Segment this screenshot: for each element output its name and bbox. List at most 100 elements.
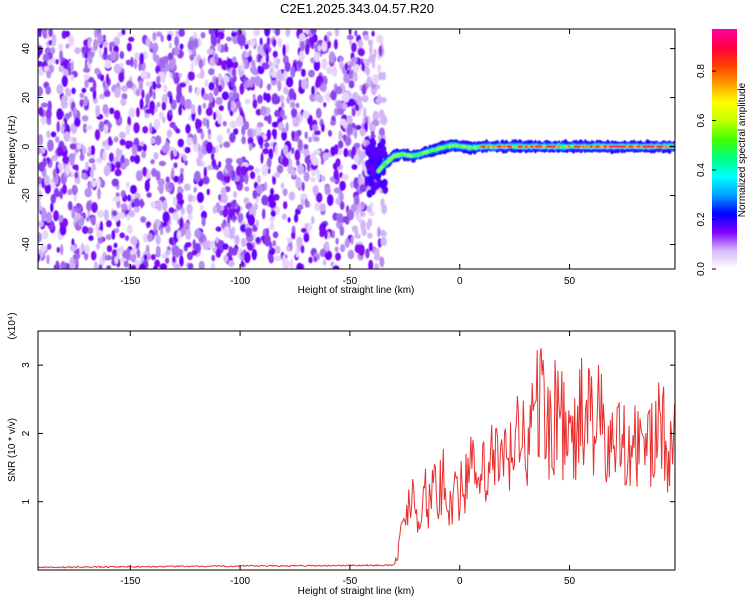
noise-speckle	[343, 148, 349, 158]
noise-speckle	[59, 224, 67, 236]
noise-speckle	[206, 118, 210, 130]
noise-speckle	[38, 106, 44, 116]
noise-speckle	[295, 176, 302, 189]
noise-speckle	[71, 184, 78, 196]
noise-speckle	[84, 62, 88, 71]
noise-speckle	[264, 115, 269, 122]
noise-speckle	[167, 52, 174, 61]
noise-speckle	[270, 70, 277, 78]
noise-speckle	[327, 130, 333, 137]
noise-speckle	[288, 88, 295, 101]
noise-speckle	[298, 33, 306, 42]
noise-speckle	[46, 130, 51, 139]
noise-speckle	[169, 109, 173, 116]
noise-speckle	[291, 147, 295, 155]
noise-speckle	[254, 167, 260, 174]
noise-speckle	[70, 74, 74, 81]
noise-speckle	[214, 164, 220, 171]
noise-speckle	[317, 45, 322, 52]
x-tick-label: -50	[343, 576, 358, 587]
noise-speckle	[281, 130, 287, 141]
noise-speckle	[306, 222, 313, 232]
noise-speckle	[121, 29, 126, 36]
noise-speckle	[196, 128, 203, 134]
noise-speckle	[303, 232, 310, 243]
noise-speckle	[351, 42, 357, 53]
noise-speckle	[311, 85, 315, 96]
noise-speckle	[156, 75, 161, 84]
noise-speckle	[285, 43, 290, 54]
noise-speckle	[144, 179, 150, 192]
noise-speckle	[114, 87, 121, 98]
noise-speckle	[351, 203, 358, 213]
noise-speckle	[85, 161, 89, 171]
noise-speckle	[173, 175, 180, 183]
noise-speckle	[179, 255, 184, 267]
noise-speckle	[81, 46, 88, 54]
noise-speckle	[363, 34, 370, 41]
noise-speckle	[69, 244, 77, 252]
noise-speckle	[58, 43, 64, 51]
noise-speckle	[133, 197, 141, 208]
noise-speckle	[215, 226, 222, 232]
noise-speckle	[200, 31, 206, 39]
noise-speckle	[217, 42, 222, 52]
noise-speckle	[348, 98, 356, 107]
noise-speckle	[267, 114, 272, 125]
noise-speckle	[298, 50, 305, 62]
noise-speckle	[359, 184, 367, 193]
noise-speckle	[153, 152, 159, 160]
noise-speckle	[145, 221, 152, 227]
noise-speckle	[202, 102, 207, 109]
noise-speckle	[339, 225, 345, 237]
y-tick-label: 40	[21, 43, 32, 55]
noise-speckle	[128, 36, 135, 42]
transition-blob	[370, 167, 377, 176]
noise-speckle	[64, 87, 70, 96]
noise-speckle	[55, 58, 59, 65]
snr-plot-area	[38, 331, 675, 570]
noise-speckle	[321, 123, 325, 132]
noise-speckle	[322, 259, 327, 266]
noise-speckle	[355, 125, 362, 130]
noise-speckle	[90, 168, 94, 179]
noise-speckle	[371, 74, 379, 85]
noise-speckle	[290, 101, 296, 109]
noise-speckle	[135, 145, 143, 152]
noise-speckle	[307, 114, 313, 126]
noise-speckle	[120, 98, 127, 107]
noise-speckle	[330, 90, 337, 101]
noise-speckle	[208, 82, 215, 91]
noise-speckle	[290, 66, 296, 78]
noise-speckle	[353, 194, 360, 206]
noise-speckle	[155, 245, 161, 257]
noise-speckle	[313, 52, 320, 63]
noise-speckle	[285, 76, 294, 88]
noise-speckle	[70, 61, 74, 72]
noise-speckle	[76, 203, 80, 209]
noise-speckle	[297, 139, 303, 151]
snr-y-axis-label: SNR (10 * v/v)	[7, 418, 18, 482]
noise-speckle	[105, 73, 110, 85]
spectrogram-y-axis-label: Frequency (Hz)	[7, 116, 18, 185]
noise-speckle	[260, 105, 267, 116]
noise-speckle	[38, 86, 43, 97]
snr-panel: -150 -100 -50 0 50 1 2 3 Height of straight li…	[7, 312, 676, 597]
noise-speckle	[257, 94, 263, 104]
noise-speckle	[335, 158, 341, 168]
spectrogram-signal-band	[376, 139, 675, 177]
noise-speckle	[190, 103, 196, 114]
noise-speckle	[44, 174, 50, 186]
x-tick-label: -100	[230, 576, 250, 587]
noise-speckle	[115, 161, 121, 170]
noise-speckle	[380, 198, 385, 207]
noise-speckle	[380, 97, 387, 103]
noise-speckle	[126, 80, 134, 89]
noise-speckle	[252, 93, 256, 101]
noise-speckle	[38, 232, 43, 243]
noise-speckle	[301, 68, 306, 77]
noise-speckle	[319, 229, 325, 238]
noise-speckle	[348, 209, 354, 221]
noise-speckle	[296, 236, 303, 248]
noise-speckle	[38, 176, 43, 185]
